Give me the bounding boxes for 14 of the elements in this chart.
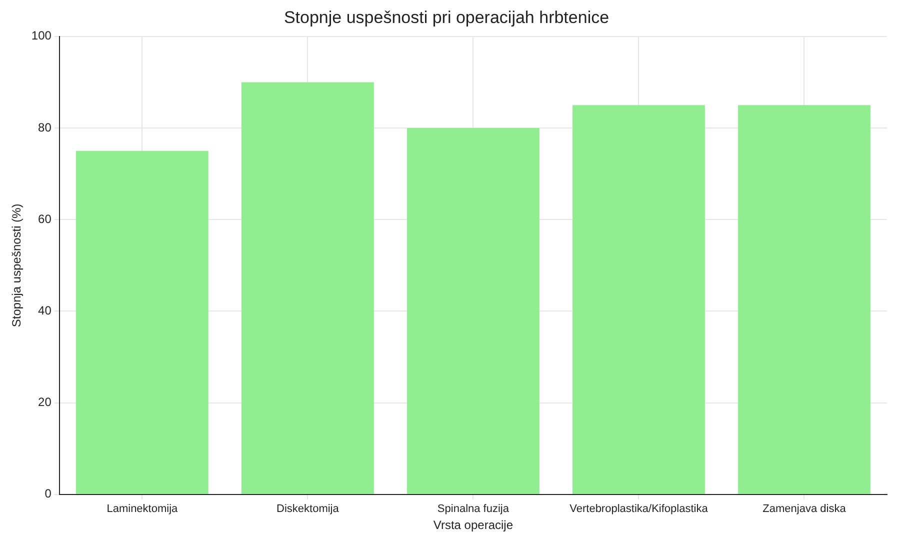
y-tick-label: 0 [44,486,52,501]
x-tick-label: Laminektomija [106,503,179,516]
y-tick-label: 100 [31,28,52,43]
x-tick-label: Spinalna fuzija [437,503,510,516]
y-tick-label: 40 [38,304,52,318]
x-tick-label: Vertebroplastika/Kifoplastika [570,503,709,516]
y-tick-label: 60 [38,212,52,226]
chart-title: Stopnje uspešnosti pri operacijah hrbtenice [284,8,610,27]
x-axis-title: Vrsta operacije [433,518,514,532]
x-tick-label: Diskektomija [276,503,340,516]
y-tick-label: 80 [38,120,52,134]
y-axis-title: Stopnja uspešnosti (%) [10,204,24,328]
y-tick-label: 20 [38,395,52,410]
x-tick-label: Zamenjava diska [762,503,847,516]
